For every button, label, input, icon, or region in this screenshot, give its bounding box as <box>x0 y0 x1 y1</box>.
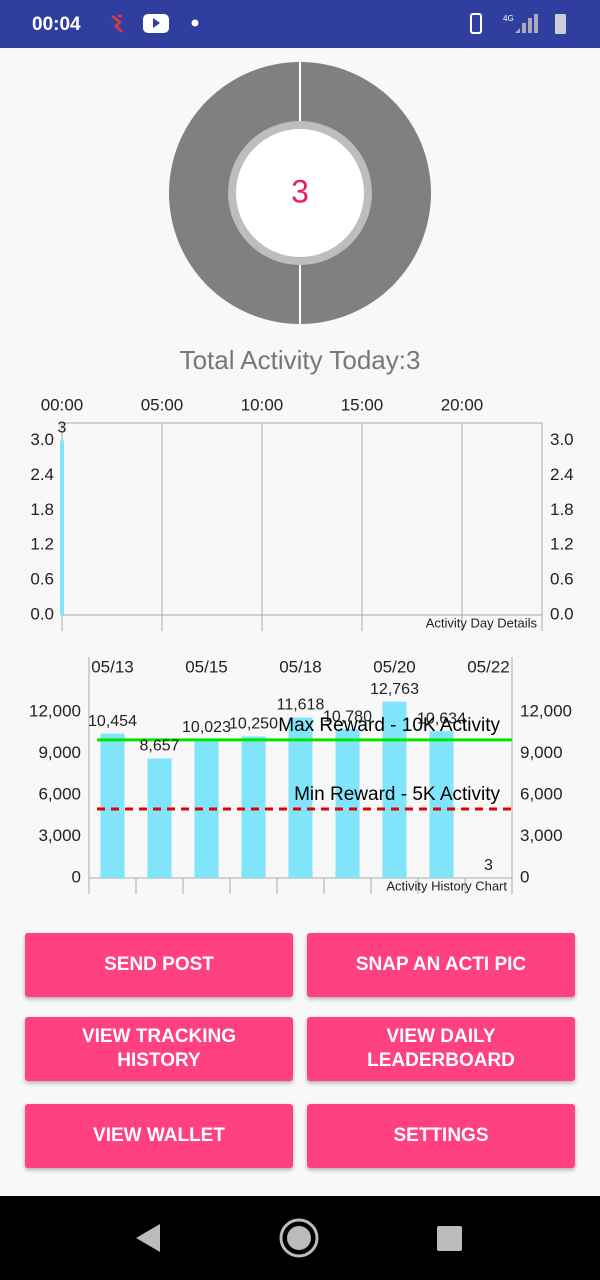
y2-tick-label: 1.2 <box>550 535 574 554</box>
y-tick-label: 2.4 <box>30 465 54 484</box>
signal-icon <box>515 14 538 33</box>
y2-tick-label: 3.0 <box>550 430 574 449</box>
action-button[interactable]: SEND POST <box>25 933 293 997</box>
y2-tick-label: 1.8 <box>550 500 574 519</box>
dot-icon <box>191 19 199 27</box>
action-button[interactable]: VIEW WALLET <box>25 1104 293 1168</box>
chart-annotation: Activity History Chart <box>386 878 507 893</box>
y-tick-label: 6,000 <box>38 785 81 804</box>
bar <box>335 729 360 878</box>
bar <box>429 731 454 878</box>
y2-tick-label: 0.0 <box>550 604 574 623</box>
chart-annotation: Activity Day Details <box>426 615 538 630</box>
y-tick-label: 9,000 <box>38 743 81 762</box>
y2-tick-label: 12,000 <box>520 702 572 721</box>
x-tick-label: 15:00 <box>341 395 384 414</box>
x-tick-label: 05/13 <box>91 657 134 676</box>
status-bar <box>0 0 600 48</box>
value-label: 11,618 <box>277 697 325 714</box>
value-label: 10,250 <box>229 716 278 733</box>
y-tick-label: 0.0 <box>30 604 54 623</box>
bar <box>382 701 407 878</box>
y-tick-label: 3,000 <box>38 826 81 845</box>
x-tick-label: 05/20 <box>373 657 416 676</box>
y2-tick-label: 3,000 <box>520 826 563 845</box>
app-icon <box>111 14 123 33</box>
y-tick-label: 1.2 <box>30 535 54 554</box>
action-button[interactable]: VIEW TRACKING HISTORY <box>25 1017 293 1081</box>
y2-tick-label: 0.6 <box>550 570 574 589</box>
y2-tick-label: 2.4 <box>550 465 574 484</box>
action-button[interactable]: VIEW DAILY LEADERBOARD <box>307 1017 575 1081</box>
value-label: 12,763 <box>370 681 419 698</box>
vibrate-icon <box>470 13 482 34</box>
y2-tick-label: 6,000 <box>520 785 563 804</box>
play-glyph <box>153 18 160 28</box>
x-tick-label: 05/22 <box>467 657 510 676</box>
y2-tick-label: 9,000 <box>520 743 563 762</box>
action-button[interactable]: SNAP AN ACTI PIC <box>307 933 575 997</box>
value-label: 8,657 <box>139 738 179 755</box>
limit-label: Max Reward - 10K Activity <box>278 715 500 736</box>
battery-icon <box>555 14 566 34</box>
bar <box>288 717 313 878</box>
bar <box>100 733 125 878</box>
x-tick-label: 00:00 <box>41 395 84 414</box>
x-tick-label: 05/18 <box>279 657 322 676</box>
limit-label: Min Reward - 5K Activity <box>294 784 500 805</box>
donut-hole <box>236 129 364 257</box>
value-label: 10,634 <box>417 710 466 727</box>
bar <box>147 758 172 878</box>
x-tick-label: 20:00 <box>441 395 484 414</box>
value-label: 10,023 <box>182 719 231 736</box>
y2-tick-label: 0 <box>520 867 529 886</box>
y-tick-label: 0.6 <box>30 570 54 589</box>
back-button[interactable] <box>136 1224 160 1252</box>
action-button[interactable]: SETTINGS <box>307 1104 575 1168</box>
y-tick-label: 1.8 <box>30 500 54 519</box>
value-label: 3 <box>484 857 493 874</box>
bar <box>60 440 64 615</box>
y-tick-label: 0 <box>72 867 81 886</box>
clock: 00:04 <box>32 14 81 35</box>
home-dot <box>287 1226 311 1250</box>
value-label: 10,780 <box>323 708 372 725</box>
bar <box>241 736 266 878</box>
donut-caption: Total Activity Today:3 <box>180 345 421 375</box>
donut-value: 3 <box>291 173 309 209</box>
y-tick-label: 12,000 <box>29 702 81 721</box>
x-tick-label: 05/15 <box>185 657 228 676</box>
network-label: 4G <box>503 14 514 23</box>
value-label: 10,454 <box>88 713 137 730</box>
value-label: 3 <box>58 420 67 437</box>
home-button[interactable] <box>279 1218 319 1258</box>
x-tick-label: 10:00 <box>241 395 284 414</box>
recents-button[interactable] <box>437 1226 462 1251</box>
y-tick-label: 3.0 <box>30 430 54 449</box>
x-tick-label: 05:00 <box>141 395 184 414</box>
